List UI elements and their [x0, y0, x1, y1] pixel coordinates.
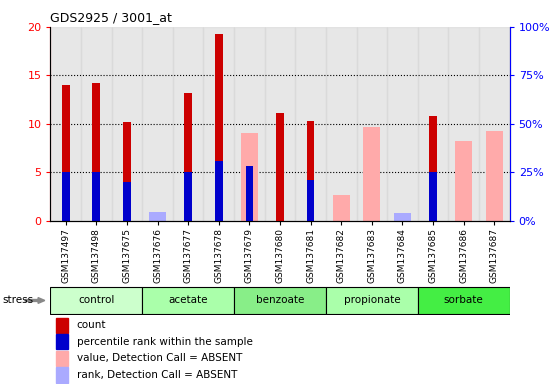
Bar — [418, 286, 510, 314]
Bar — [241, 132, 258, 221]
Bar — [92, 172, 100, 221]
Bar — [184, 172, 192, 221]
Text: value, Detection Call = ABSENT: value, Detection Call = ABSENT — [77, 353, 242, 363]
Bar — [449, 27, 479, 221]
Bar — [123, 122, 130, 221]
Bar — [245, 166, 253, 221]
Bar — [173, 27, 203, 221]
Bar — [387, 27, 418, 221]
Bar — [56, 318, 68, 333]
Text: sorbate: sorbate — [444, 295, 483, 306]
Bar — [234, 286, 326, 314]
Text: benzoate: benzoate — [256, 295, 304, 306]
Bar — [295, 27, 326, 221]
Bar — [326, 286, 418, 314]
Bar — [62, 172, 69, 221]
Text: percentile rank within the sample: percentile rank within the sample — [77, 337, 253, 347]
Bar — [184, 93, 192, 221]
Bar — [111, 27, 142, 221]
Bar — [429, 116, 437, 221]
Bar — [418, 27, 449, 221]
Bar — [394, 213, 411, 221]
Bar — [50, 286, 142, 314]
Text: count: count — [77, 320, 106, 330]
Bar — [123, 182, 130, 221]
Bar — [276, 113, 284, 221]
Bar — [142, 286, 234, 314]
Bar — [56, 367, 68, 382]
Text: GDS2925 / 3001_at: GDS2925 / 3001_at — [50, 11, 172, 24]
Bar — [56, 334, 68, 349]
Text: control: control — [78, 295, 114, 306]
Bar — [215, 34, 222, 221]
Bar — [62, 85, 69, 221]
Bar — [142, 27, 173, 221]
Bar — [50, 27, 81, 221]
Bar — [486, 131, 503, 221]
Bar — [455, 141, 472, 221]
Bar — [234, 27, 265, 221]
Bar — [149, 212, 166, 221]
Bar — [203, 27, 234, 221]
Bar — [333, 195, 349, 221]
Bar — [479, 27, 510, 221]
Bar — [307, 180, 315, 221]
Text: propionate: propionate — [343, 295, 400, 306]
Text: rank, Detection Call = ABSENT: rank, Detection Call = ABSENT — [77, 370, 237, 380]
Bar — [215, 161, 222, 221]
Bar — [81, 27, 111, 221]
Text: acetate: acetate — [169, 295, 208, 306]
Bar — [307, 121, 315, 221]
Bar — [363, 127, 380, 221]
Bar — [429, 172, 437, 221]
Bar — [326, 27, 357, 221]
Bar — [92, 83, 100, 221]
Bar — [265, 27, 295, 221]
Bar — [357, 27, 387, 221]
Bar — [56, 351, 68, 366]
Text: stress: stress — [3, 295, 34, 306]
